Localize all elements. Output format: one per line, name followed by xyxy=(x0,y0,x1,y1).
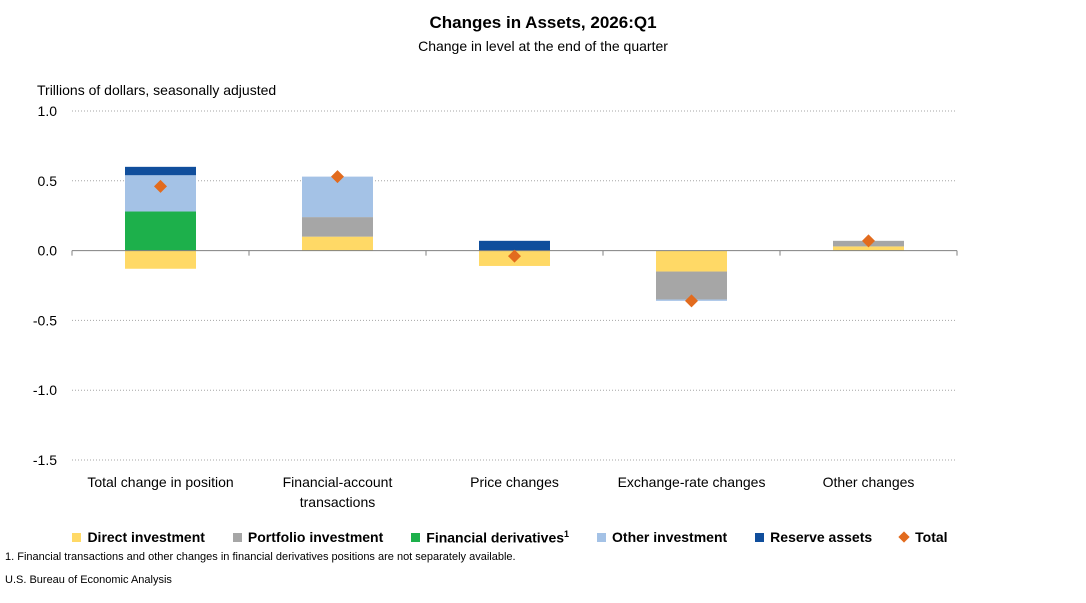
legend-swatch xyxy=(755,532,765,542)
bar-segment xyxy=(479,240,550,251)
y-tick-label: -0.5 xyxy=(33,312,57,328)
chart-title: Changes in Assets, 2026:Q1 xyxy=(429,13,657,32)
y-tick-label: 0.0 xyxy=(38,243,58,259)
bar-segment xyxy=(302,176,373,218)
legend-item: Total xyxy=(898,529,948,546)
category-label: Financial-account xyxy=(283,474,393,490)
total-marker xyxy=(685,294,698,308)
footnote: 1. Financial transactions and other chan… xyxy=(5,551,516,563)
bar-segment xyxy=(125,211,196,251)
legend-label: Total xyxy=(915,529,948,546)
bar-segment xyxy=(302,236,373,251)
legend-item: Reserve assets xyxy=(755,529,872,546)
total-marker xyxy=(331,170,344,184)
legend-swatch xyxy=(411,532,421,542)
total-marker xyxy=(154,179,167,193)
legend-swatch xyxy=(72,532,82,542)
legend-item: Other investment xyxy=(597,529,727,546)
legend-swatch xyxy=(597,532,607,542)
y-tick-label: 1.0 xyxy=(38,103,58,119)
total-marker xyxy=(862,234,875,248)
category-label: Price changes xyxy=(470,474,559,490)
legend-label: Financial derivatives1 xyxy=(426,529,570,546)
category-label: transactions xyxy=(300,494,375,510)
chart-plot: 1.0 0.5 0.0 -0.5 -1.0 -1.5 Total change in pos… xyxy=(33,103,958,510)
bar-segment xyxy=(656,250,727,272)
legend-swatch xyxy=(232,532,242,542)
legend-item: Financial derivatives1 xyxy=(411,529,569,546)
legend-diamond xyxy=(898,531,910,543)
source-note: U.S. Bureau of Economic Analysis xyxy=(5,574,172,586)
chart-subtitle: Change in level at the end of the quarte… xyxy=(418,38,668,54)
legend-item: Direct investment xyxy=(72,529,205,546)
bar-segment xyxy=(833,246,904,251)
chart-legend: Direct investment Portfolio investment Fin… xyxy=(60,529,960,546)
y-tick-label: -1.5 xyxy=(33,452,57,468)
legend-label: Direct investment xyxy=(87,529,205,546)
total-marker xyxy=(508,249,521,263)
y-axis-label: Trillions of dollars, seasonally adjuste… xyxy=(37,82,277,98)
bar-segment xyxy=(302,217,373,237)
bar-segment xyxy=(125,250,196,269)
legend-label: Reserve assets xyxy=(770,529,873,546)
bar-segment xyxy=(125,166,196,176)
y-tick-label: 0.5 xyxy=(38,173,58,189)
category-label: Exchange-rate changes xyxy=(618,474,766,490)
legend-label: Other investment xyxy=(612,529,728,546)
category-label: Other changes xyxy=(823,474,915,490)
category-label: Total change in position xyxy=(87,474,233,490)
legend-label: Portfolio investment xyxy=(247,529,384,546)
legend-footnote-mark: 1 xyxy=(564,529,570,539)
y-tick-label: -1.0 xyxy=(33,382,57,398)
legend-item: Portfolio investment xyxy=(232,529,384,546)
